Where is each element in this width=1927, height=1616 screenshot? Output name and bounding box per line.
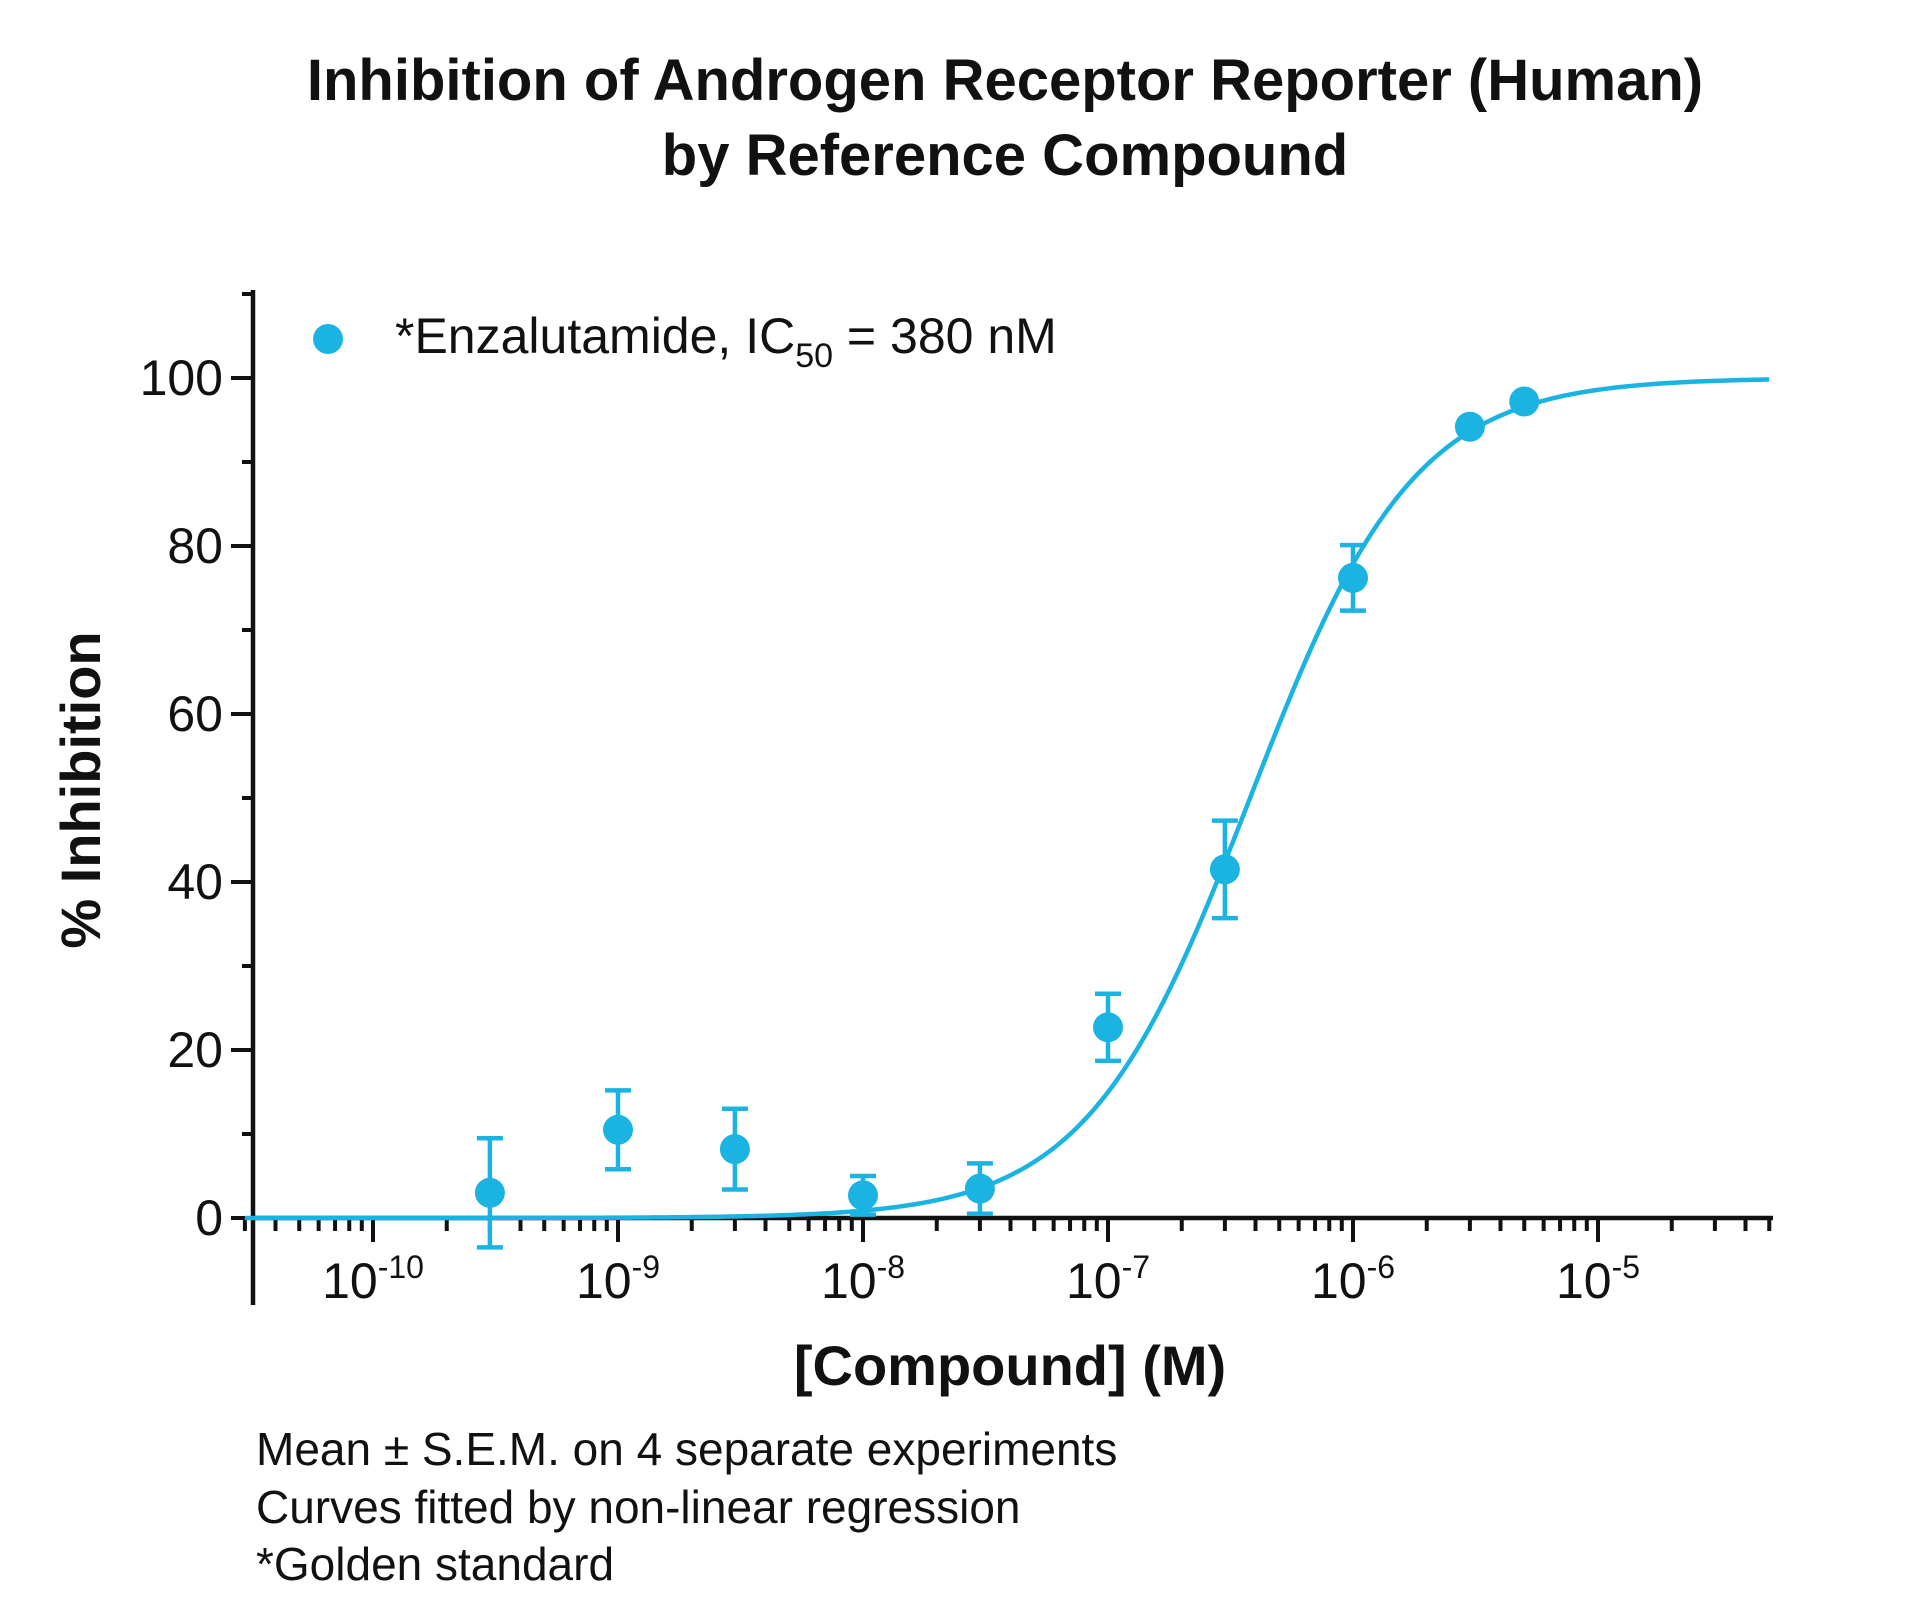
fit-curve: [244, 377, 1770, 1221]
chart-title-line-2: by Reference Compound: [662, 123, 1348, 188]
legend: *Enzalutamide, IC50 = 380 nM: [313, 308, 1057, 375]
y-tick-label: 20: [167, 1022, 223, 1078]
y-tick-label: 40: [167, 854, 223, 910]
fit-curve-layer: [244, 377, 1770, 1221]
data-point: [1093, 1012, 1123, 1043]
footnote-stats: Mean ± S.E.M. on 4 separate experiments: [256, 1423, 1118, 1475]
x-tick-base: 10: [576, 1253, 632, 1309]
x-tick-label: 10-6: [1311, 1249, 1395, 1309]
data-points-layer: [474, 386, 1540, 1250]
y-tick-label: 0: [195, 1190, 223, 1246]
x-tick-label: 10-10: [322, 1249, 424, 1309]
y-tick-label: 60: [167, 686, 223, 742]
x-tick-label: 10-7: [1066, 1249, 1150, 1309]
y-tick-label: 100: [140, 350, 223, 406]
y-axis-title: % Inhibition: [49, 631, 112, 948]
data-point: [1509, 386, 1540, 417]
x-tick-label: 10-8: [821, 1249, 905, 1309]
chart-title: Inhibition of Androgen Receptor Reporter…: [307, 48, 1703, 188]
data-point: [719, 1134, 750, 1165]
data-point: [474, 1177, 505, 1208]
data-point: [603, 1114, 633, 1145]
y-tick-label: 80: [167, 518, 223, 574]
legend-label: *Enzalutamide, IC50 = 380 nM: [395, 308, 1057, 375]
x-tick-label: 10-9: [576, 1249, 660, 1309]
data-point: [848, 1180, 878, 1211]
data-point: [1338, 562, 1368, 593]
x-tick-base: 10: [1556, 1253, 1612, 1309]
x-tick-exponent: -10: [378, 1249, 424, 1285]
x-tick-exponent: -6: [1367, 1249, 1395, 1285]
legend-marker: [313, 324, 343, 354]
footnote-golden-standard: *Golden standard: [256, 1538, 615, 1590]
x-tick-label: 10-5: [1556, 1249, 1640, 1309]
x-tick-base: 10: [1311, 1253, 1367, 1309]
x-tick-base: 10: [1066, 1253, 1122, 1309]
data-point: [1454, 411, 1485, 442]
footnote-fit: Curves fitted by non-linear regression: [256, 1481, 1021, 1533]
data-point: [1209, 854, 1240, 885]
x-axis-title: [Compound] (M): [794, 1334, 1226, 1397]
x-tick-exponent: -8: [877, 1249, 905, 1285]
x-tick-base: 10: [821, 1253, 877, 1309]
data-point: [964, 1173, 995, 1204]
x-tick-base: 10: [322, 1253, 378, 1309]
x-tick-exponent: -9: [632, 1249, 660, 1285]
x-tick-exponent: -7: [1122, 1249, 1150, 1285]
x-tick-exponent: -5: [1612, 1249, 1640, 1285]
chart-title-line-1: Inhibition of Androgen Receptor Reporter…: [307, 48, 1703, 113]
